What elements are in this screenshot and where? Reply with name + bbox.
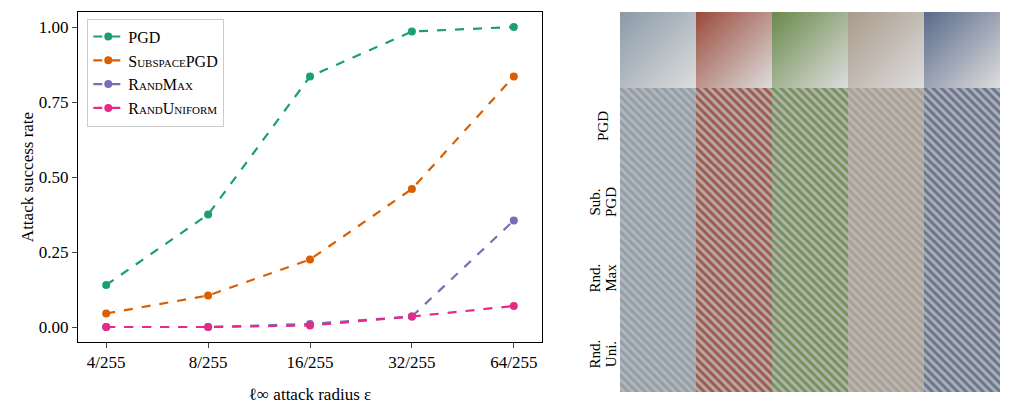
- svg-text:RandUniform: RandUniform: [128, 100, 217, 117]
- html-text:PGD: PGD: [595, 111, 611, 141]
- svg-text:16/255: 16/255: [286, 353, 333, 372]
- svg-text:Attack success rate: Attack success rate: [18, 112, 37, 242]
- svg-text:RandMax: RandMax: [128, 76, 193, 93]
- html-text:Rnd.: Rnd.: [587, 339, 603, 369]
- html-text:PGD: PGD: [603, 187, 619, 217]
- svg-text:0.25: 0.25: [39, 243, 69, 262]
- svg-text:64/255: 64/255: [490, 353, 537, 372]
- svg-text:SubspacePGD: SubspacePGD: [128, 53, 217, 70]
- html-text:Rnd.: Rnd.: [587, 263, 603, 293]
- svg-text:0.50: 0.50: [39, 168, 69, 187]
- svg-text:8/255: 8/255: [189, 353, 228, 372]
- svg-text:ℓ∞ attack radius ε: ℓ∞ attack radius ε: [249, 385, 371, 404]
- html-text:Max: Max: [603, 264, 619, 292]
- svg-text:32/255: 32/255: [388, 353, 435, 372]
- html-text:Sub.: Sub.: [587, 188, 603, 216]
- svg-text:0.00: 0.00: [39, 318, 69, 337]
- html-text:Uni.: Uni.: [603, 340, 619, 368]
- svg-text:PGD: PGD: [128, 29, 160, 46]
- svg-text:1.00: 1.00: [39, 18, 69, 37]
- svg-text:0.75: 0.75: [39, 93, 69, 112]
- svg-text:4/255: 4/255: [87, 353, 126, 372]
